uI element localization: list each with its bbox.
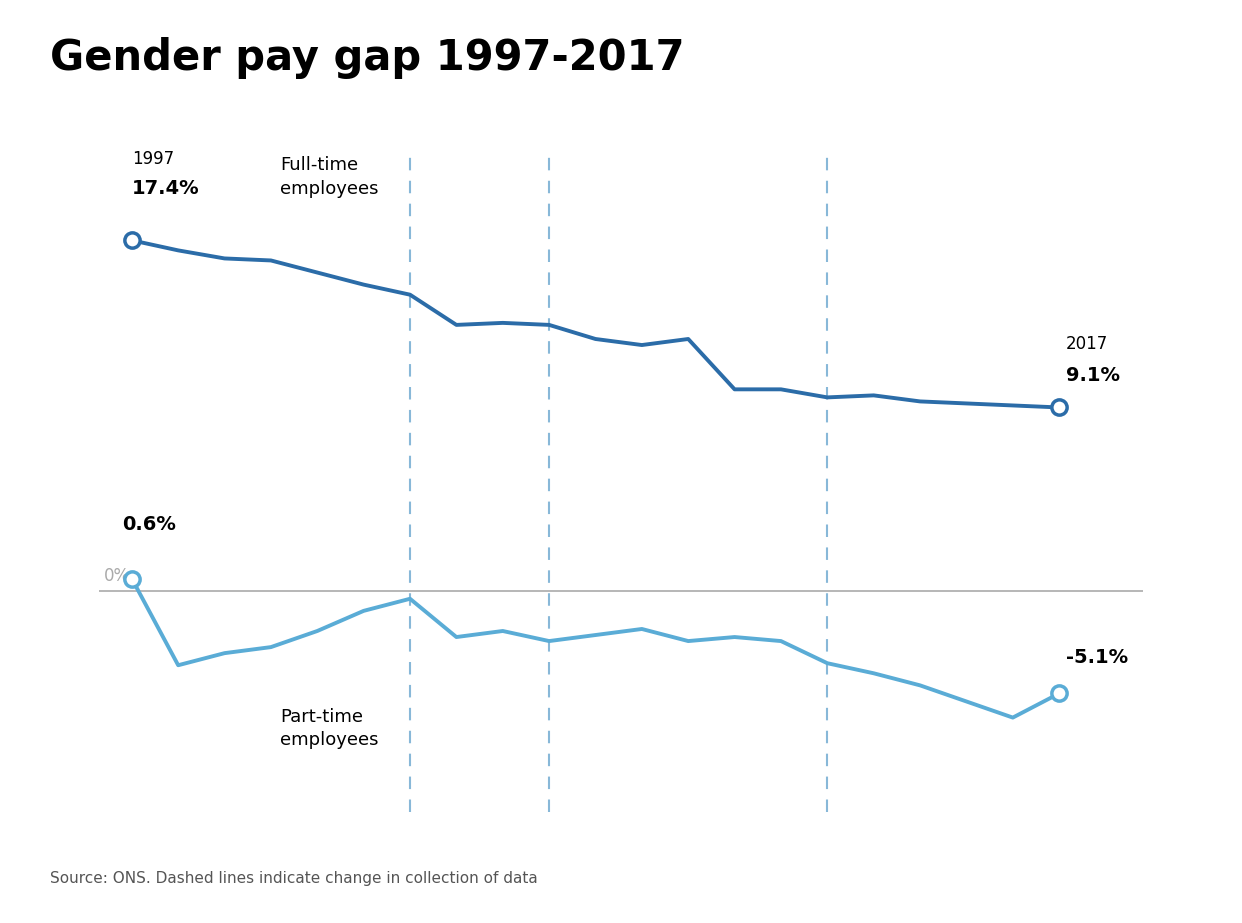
Text: Full-time
employees: Full-time employees [281, 156, 379, 198]
Text: 0%: 0% [104, 567, 130, 584]
Text: Source: ONS. Dashed lines indicate change in collection of data: Source: ONS. Dashed lines indicate chang… [50, 871, 538, 886]
Text: 1997: 1997 [132, 150, 174, 168]
Text: 2017: 2017 [1066, 335, 1108, 354]
Text: Gender pay gap 1997-2017: Gender pay gap 1997-2017 [50, 37, 684, 79]
Text: 17.4%: 17.4% [132, 179, 200, 198]
Text: 9.1%: 9.1% [1066, 366, 1120, 385]
Text: Part-time
employees: Part-time employees [281, 708, 379, 749]
Text: PA: PA [1115, 850, 1164, 883]
Text: -5.1%: -5.1% [1066, 648, 1128, 667]
Text: 0.6%: 0.6% [123, 515, 176, 534]
